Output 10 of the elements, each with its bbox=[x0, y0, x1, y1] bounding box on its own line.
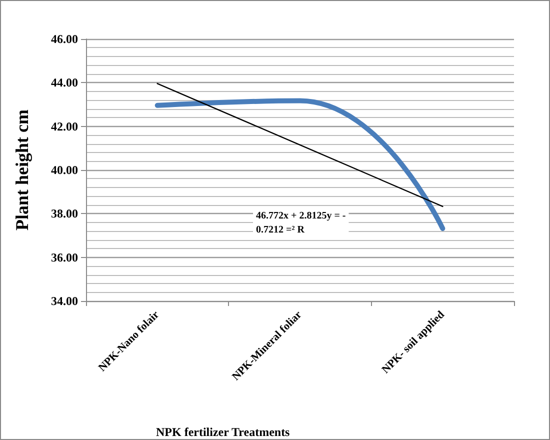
y-tick-label: 38.00 bbox=[51, 206, 78, 221]
x-axis-title: NPK fertilizer Treatments bbox=[156, 425, 290, 439]
y-tick-label: 34.00 bbox=[51, 294, 78, 308]
annotation: 46.772x + 2.8125y = - 0.7212 =² R bbox=[256, 210, 346, 236]
y-tick-label: 36.00 bbox=[51, 250, 78, 264]
y-axis-title: Plant height cm bbox=[12, 110, 32, 230]
y-tick-label: 42.00 bbox=[51, 119, 78, 134]
y-tick-label: 44.00 bbox=[51, 76, 78, 90]
y-tick-label: 40.00 bbox=[51, 163, 78, 177]
y-tick-label: 46.00 bbox=[51, 32, 78, 46]
